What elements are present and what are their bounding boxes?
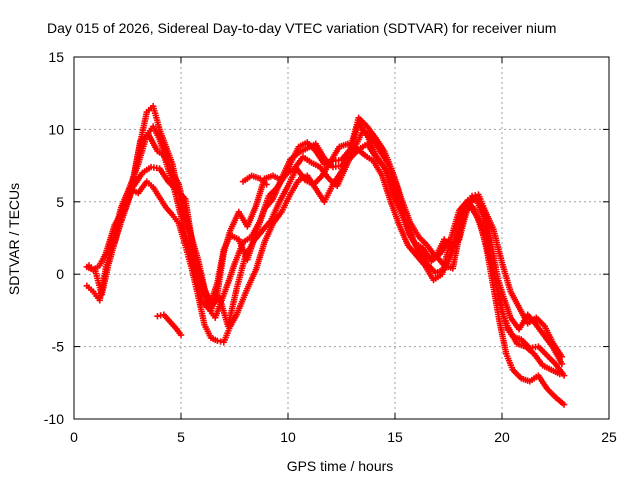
axis-ticks: 0 5 10 15 20 25 -10 -5 0 5 10 15 bbox=[44, 49, 617, 445]
x-tick-label: 25 bbox=[601, 429, 617, 445]
data-point bbox=[560, 401, 568, 408]
data-point bbox=[558, 353, 566, 360]
x-axis-label: GPS time / hours bbox=[287, 458, 394, 474]
x-tick-label: 10 bbox=[280, 429, 296, 445]
y-axis-label: SDTVAR / TECUs bbox=[6, 183, 22, 295]
y-tick-label: -5 bbox=[52, 339, 65, 355]
x-tick-label: 5 bbox=[177, 429, 185, 445]
y-tick-label: 0 bbox=[56, 266, 64, 282]
y-tick-label: 5 bbox=[56, 194, 64, 210]
series-track-1 bbox=[83, 114, 566, 368]
data-point bbox=[558, 360, 566, 368]
plot-frame bbox=[73, 56, 610, 420]
y-tick-label: 10 bbox=[48, 121, 64, 137]
data-point bbox=[560, 372, 568, 379]
series-track-5 bbox=[85, 127, 563, 378]
data-point bbox=[263, 181, 270, 188]
data-point bbox=[177, 331, 185, 339]
x-tick-label: 0 bbox=[70, 429, 78, 445]
data-points bbox=[83, 103, 568, 408]
y-tick-label: 15 bbox=[48, 49, 64, 65]
x-tick-label: 15 bbox=[387, 429, 403, 445]
x-tick-label: 20 bbox=[494, 429, 510, 445]
chart-title: Day 015 of 2026, Sidereal Day-to-day VTE… bbox=[47, 20, 556, 36]
series-segment-7 bbox=[239, 172, 270, 188]
data-point bbox=[556, 370, 563, 378]
series-segment-6 bbox=[154, 311, 185, 339]
y-tick-label: -10 bbox=[44, 411, 64, 427]
plot-border bbox=[73, 56, 610, 420]
